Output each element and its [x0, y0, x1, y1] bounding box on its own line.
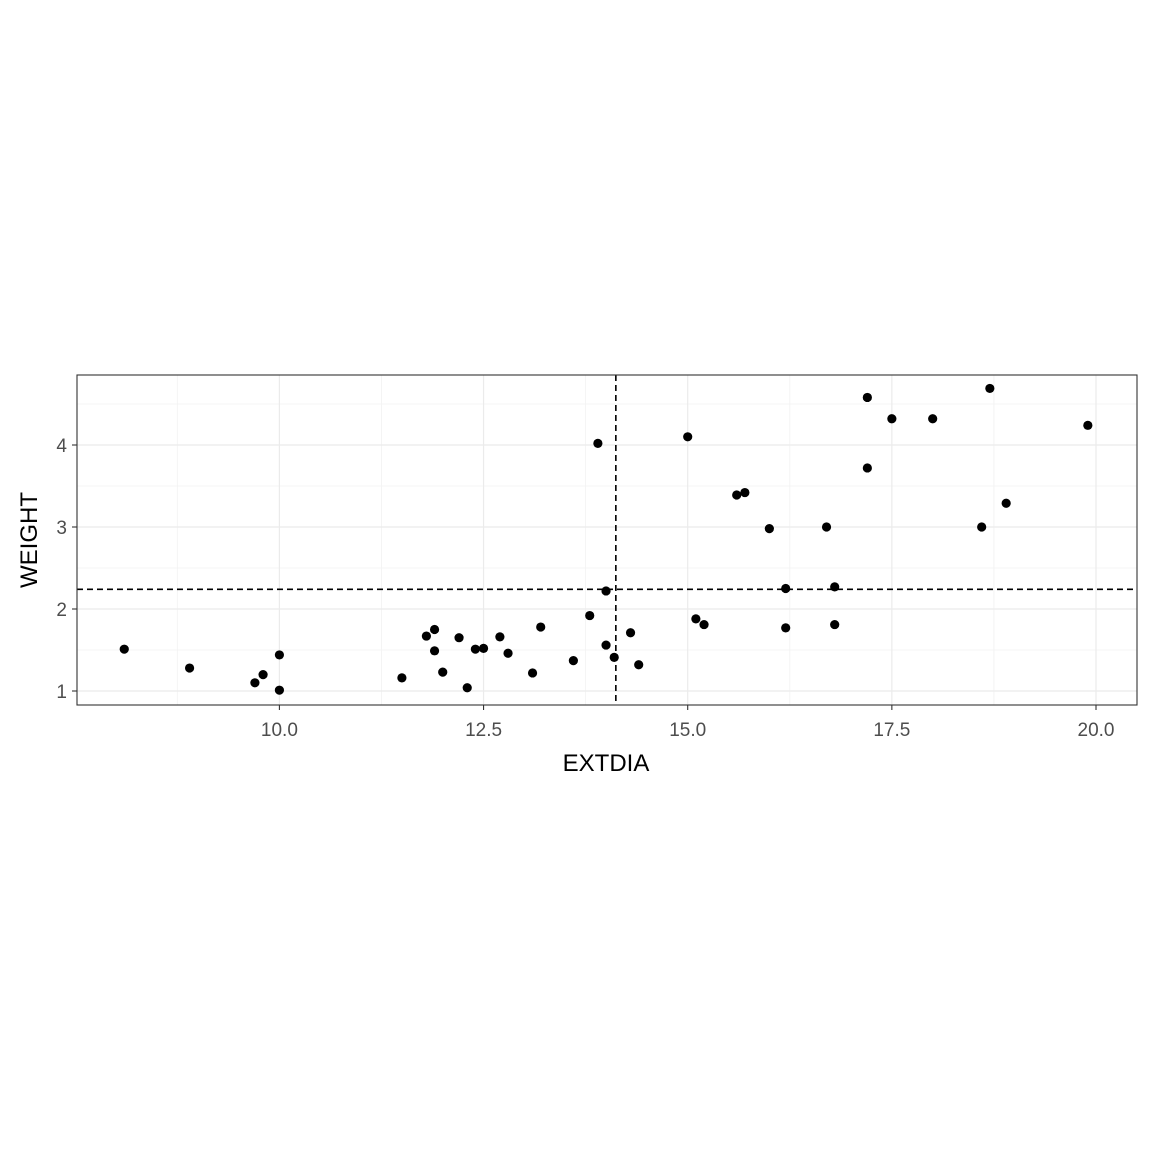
data-point: [887, 414, 897, 424]
data-point: [928, 414, 938, 424]
x-axis-title: EXTDIA: [563, 750, 650, 777]
data-point: [609, 652, 619, 662]
data-point: [691, 614, 701, 624]
data-point: [258, 670, 268, 680]
data-point: [830, 619, 840, 630]
data-point: [601, 640, 611, 650]
data-point: [683, 432, 693, 442]
data-point: [862, 392, 872, 403]
data-point: [438, 667, 448, 677]
data-point: [985, 383, 995, 394]
data-point: [470, 644, 480, 654]
data-point: [764, 524, 774, 534]
data-point: [527, 668, 538, 678]
data-point: [740, 487, 750, 498]
x-tick-label: 20.0: [1078, 720, 1115, 741]
data-point: [274, 685, 285, 695]
data-point: [568, 656, 578, 666]
data-points: [119, 383, 1093, 695]
plot-panel-border: [76, 374, 1138, 706]
plot-panel: [77, 375, 1137, 705]
data-point: [732, 490, 742, 500]
data-point: [503, 648, 513, 658]
data-point: [397, 673, 407, 683]
data-point: [274, 650, 285, 660]
data-point: [421, 631, 431, 641]
data-point: [593, 438, 603, 448]
data-point: [781, 583, 791, 594]
data-point: [478, 643, 489, 653]
x-tick-label: 15.0: [669, 720, 706, 741]
x-tick-label: 10.0: [261, 720, 298, 741]
data-point: [429, 646, 440, 656]
data-point: [495, 632, 505, 642]
minor-grid: [77, 375, 1137, 705]
data-point: [830, 582, 840, 592]
data-point: [781, 623, 791, 633]
data-point: [184, 663, 195, 673]
data-point: [250, 678, 260, 688]
data-point: [601, 586, 611, 596]
y-tick-label: 4: [56, 436, 67, 457]
data-point: [454, 633, 464, 643]
data-point: [462, 683, 472, 693]
data-point: [119, 644, 129, 654]
data-point: [862, 463, 872, 473]
y-tick-label: 2: [56, 600, 67, 621]
x-tick-label: 17.5: [873, 720, 910, 741]
data-point: [699, 619, 709, 630]
y-tick-label: 1: [56, 682, 67, 703]
data-point: [536, 622, 546, 632]
data-point: [821, 522, 832, 532]
x-axis: 10.0 12.5 15.0 17.5 20.0: [261, 705, 1115, 741]
data-point: [1083, 420, 1093, 430]
data-point: [634, 660, 644, 670]
data-point: [585, 610, 595, 621]
x-tick-label: 12.5: [465, 720, 502, 741]
data-point: [977, 522, 987, 532]
y-tick-label: 3: [56, 518, 67, 539]
data-point: [1001, 498, 1011, 508]
y-axis-title: WEIGHT: [16, 492, 43, 588]
data-point: [429, 624, 440, 635]
y-axis: 1 2 3 4: [56, 436, 77, 703]
data-point: [625, 628, 636, 638]
